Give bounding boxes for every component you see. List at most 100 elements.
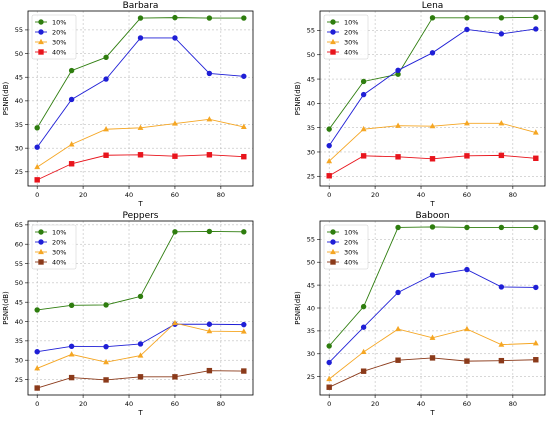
data-point: [326, 142, 332, 149]
data-point: [395, 122, 401, 128]
data-point: [68, 351, 75, 357]
data-point: [326, 126, 332, 132]
y-tick-label: 40: [15, 97, 23, 105]
data-point: [137, 35, 144, 41]
legend-marker: [330, 229, 336, 235]
y-tick-label: 30: [307, 350, 315, 358]
chart-panel-3: 0 20 40 60 80 25 30 35 40 45 50 55 Baboon T PSNR(dB) 10…: [294, 211, 546, 417]
chart-panel-2: 0 20 40 60 80 25 30 35 40 45 50 55 60 65 Peppers T PSNR(…: [2, 211, 254, 417]
legend-label: 40%: [344, 48, 358, 56]
y-tick-label: 40: [307, 100, 315, 108]
data-point: [103, 54, 109, 61]
y-tick-label: 60: [15, 241, 23, 249]
data-point: [360, 303, 367, 310]
x-tick-label: 0: [35, 400, 39, 408]
data-point: [68, 141, 75, 147]
x-tick-label: 20: [371, 400, 379, 408]
legend-box: [31, 14, 77, 60]
legend-marker: [38, 259, 44, 265]
x-tick-label: 20: [79, 400, 87, 408]
y-tick-label: 45: [307, 75, 315, 83]
data-point: [34, 385, 40, 391]
x-tick-label: 0: [35, 191, 39, 199]
data-point: [103, 377, 109, 383]
data-point: [240, 123, 247, 129]
data-point: [34, 365, 41, 371]
data-point: [395, 289, 401, 296]
legend-marker: [330, 49, 336, 55]
y-tick-label: 45: [307, 281, 315, 289]
data-point: [360, 368, 367, 374]
data-point: [360, 348, 367, 355]
data-point: [464, 153, 470, 159]
x-tick-label: 40: [125, 191, 133, 199]
data-point: [103, 152, 109, 158]
legend-label: 10%: [52, 228, 66, 236]
y-tick-label: 35: [307, 327, 315, 335]
legend-marker: [38, 29, 44, 35]
data-point: [34, 348, 40, 355]
data-point: [68, 374, 75, 381]
data-point: [464, 325, 470, 332]
data-point: [34, 177, 40, 183]
y-tick-label: 35: [15, 121, 23, 129]
y-tick-label: 30: [307, 148, 315, 156]
data-point: [395, 325, 401, 332]
data-point: [137, 124, 144, 130]
data-point: [34, 125, 40, 131]
chart-title: Barbara: [123, 1, 159, 11]
data-point: [429, 272, 436, 278]
y-tick-label: 25: [307, 173, 315, 181]
legend-label: 40%: [344, 258, 358, 266]
chart-panel-0: 0 20 40 60 80 25 30 35 40 45 50 55 Barbara T PSNR(dB) 1…: [2, 1, 254, 208]
data-point: [360, 324, 367, 330]
data-point: [172, 229, 178, 235]
legend-label: 10%: [344, 18, 358, 26]
y-tick-label: 50: [307, 259, 315, 267]
y-axis-label: PSNR(dB): [2, 291, 10, 325]
legend-label: 30%: [344, 38, 358, 46]
data-point: [464, 15, 470, 21]
y-tick-label: 50: [15, 50, 23, 58]
data-point: [533, 224, 539, 231]
legend-label: 20%: [52, 28, 66, 36]
y-tick-label: 25: [15, 168, 23, 176]
x-tick-label: 80: [217, 400, 225, 408]
data-point: [326, 359, 332, 366]
legend-label: 20%: [52, 238, 66, 246]
data-point: [103, 76, 109, 82]
data-point: [206, 228, 213, 235]
y-tick-label: 25: [15, 376, 23, 384]
x-tick-label: 80: [509, 400, 517, 408]
x-tick-label: 60: [171, 191, 179, 199]
data-point: [326, 375, 333, 382]
data-point: [172, 120, 178, 126]
data-point: [498, 357, 505, 364]
data-point: [533, 26, 539, 32]
legend-label: 20%: [344, 28, 358, 36]
data-point: [464, 224, 470, 231]
data-point: [498, 15, 505, 21]
data-point: [172, 153, 178, 159]
data-point: [206, 367, 213, 374]
data-point: [395, 224, 401, 231]
data-point: [498, 120, 505, 126]
data-point: [137, 341, 144, 347]
x-axis-label: T: [137, 200, 143, 208]
data-point: [241, 15, 247, 21]
data-point: [429, 224, 436, 230]
data-point: [137, 15, 144, 21]
y-tick-label: 45: [15, 74, 23, 82]
data-point: [395, 357, 401, 363]
y-tick-label: 55: [15, 26, 23, 34]
data-point: [326, 384, 332, 390]
y-axis-label: PSNR(dB): [2, 82, 10, 116]
chart-title: Baboon: [415, 211, 449, 221]
data-point: [137, 293, 144, 300]
legend-label: 30%: [52, 248, 66, 256]
legend-box: [323, 224, 369, 270]
data-point: [395, 154, 401, 160]
y-tick-label: 55: [307, 236, 315, 244]
data-point: [206, 15, 213, 21]
